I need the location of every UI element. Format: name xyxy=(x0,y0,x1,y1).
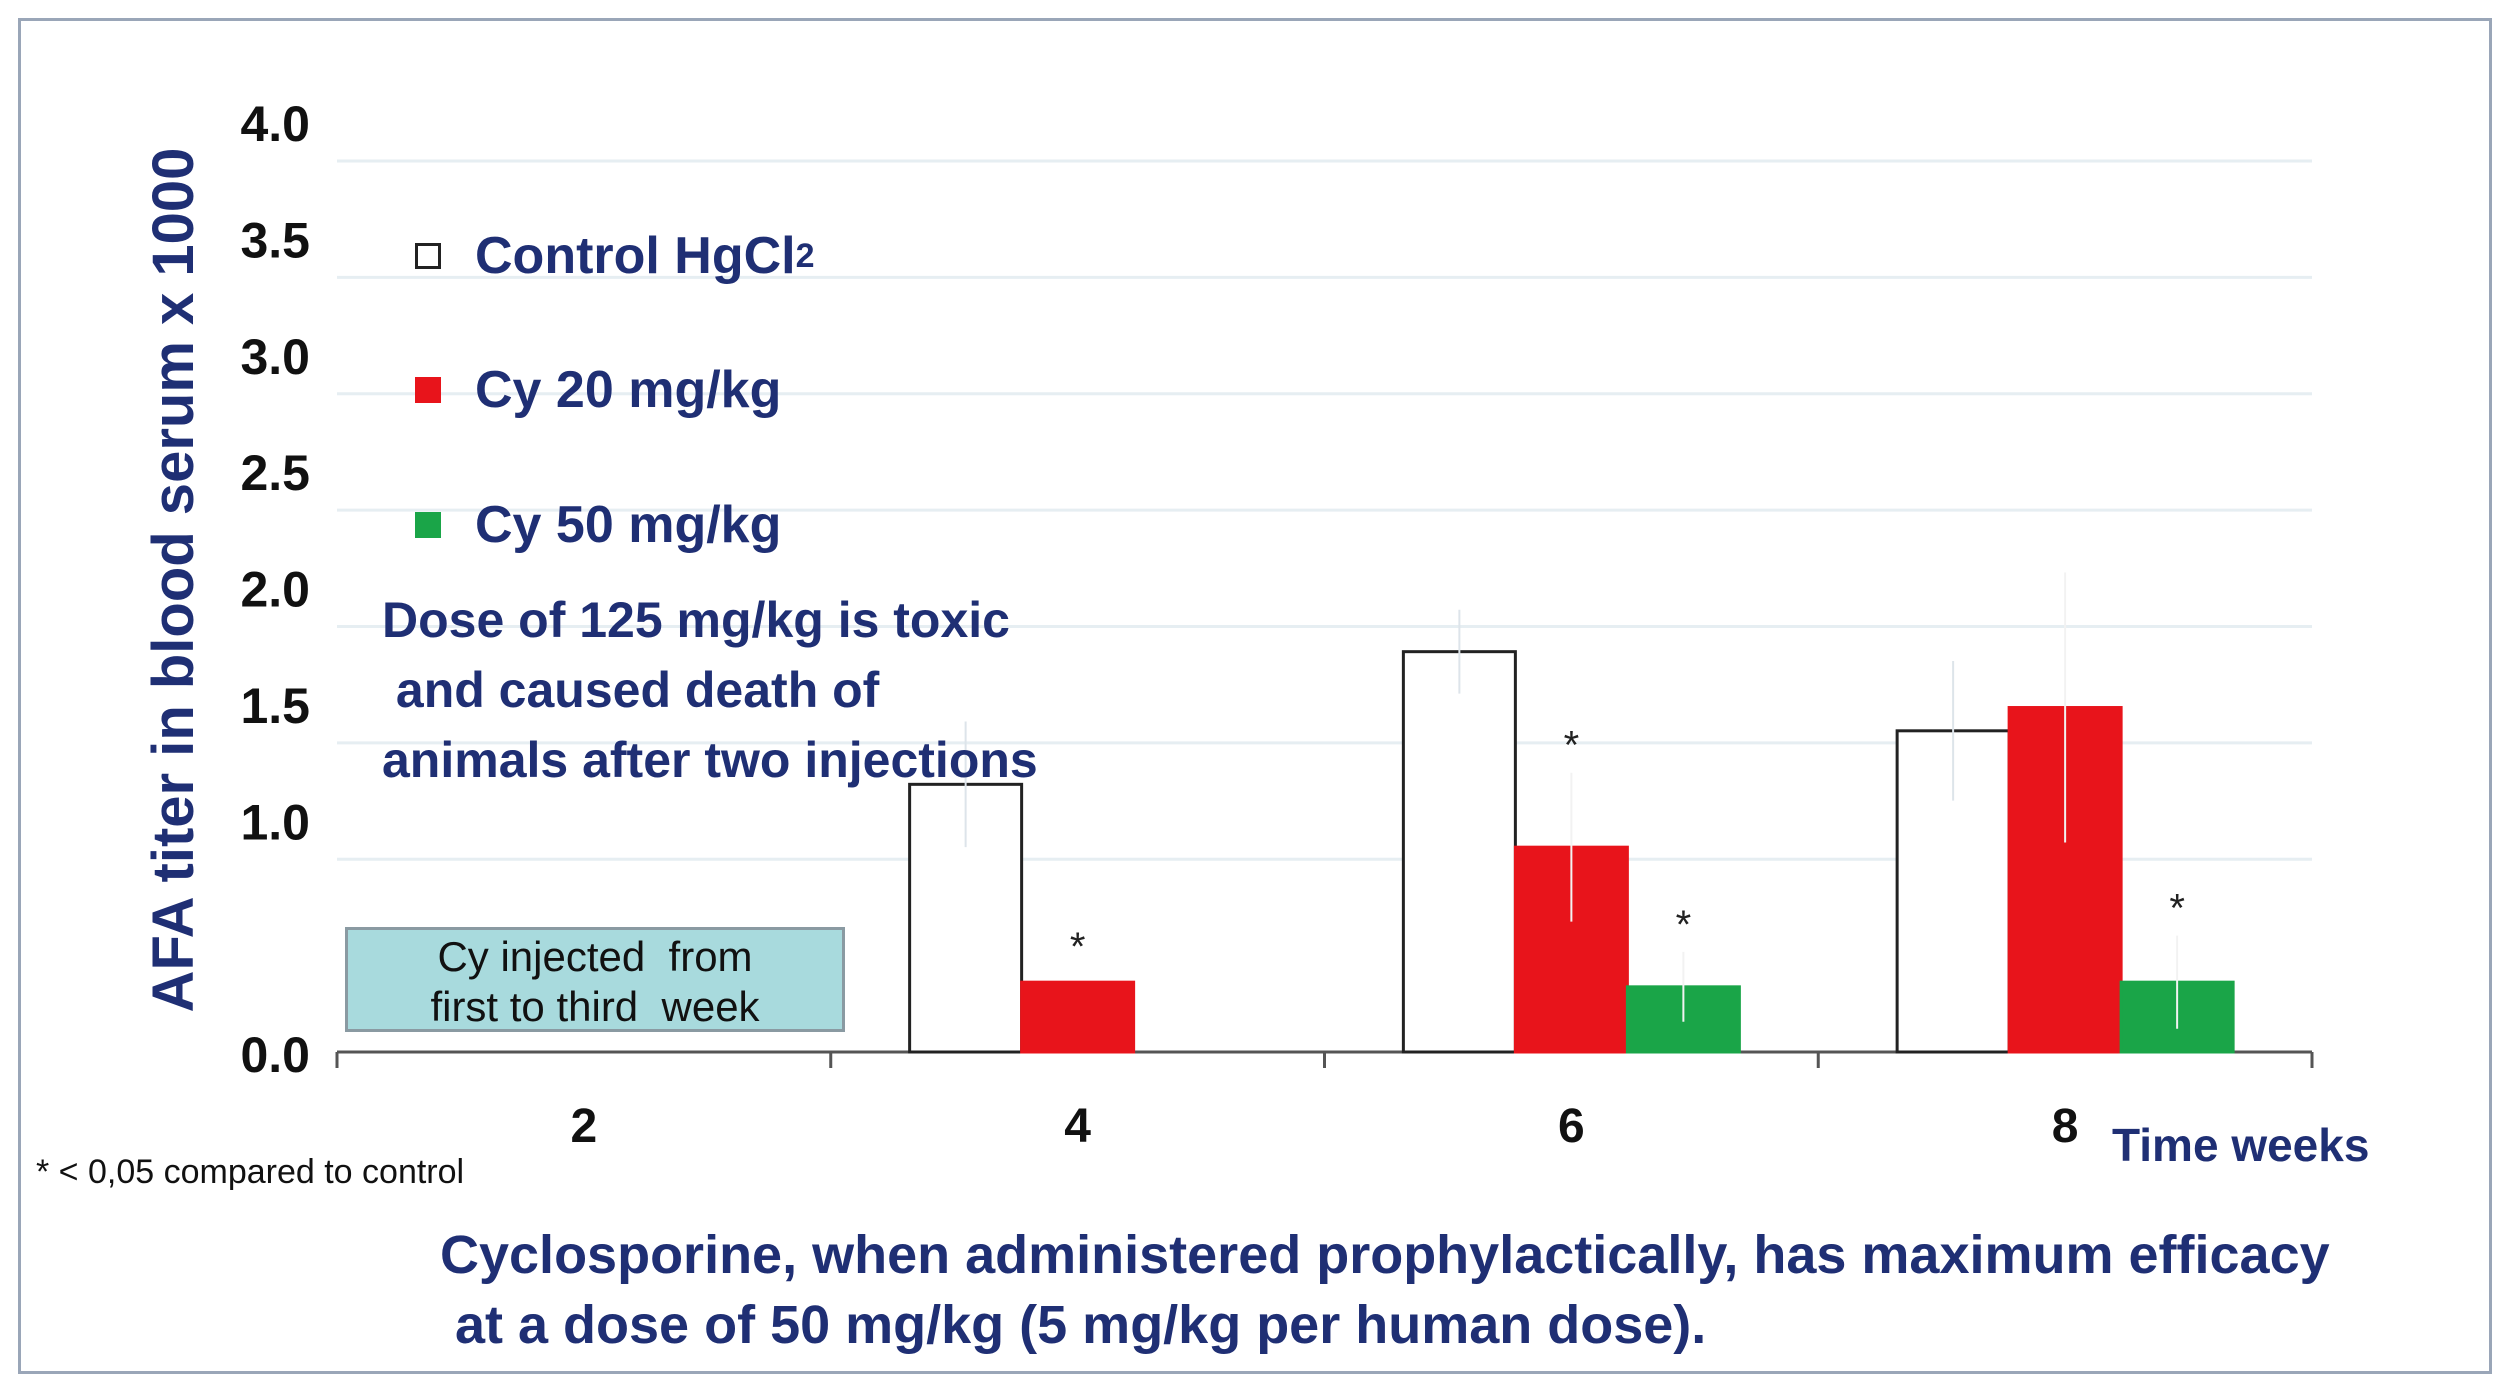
legend-label-control: Control HgCl xyxy=(475,227,796,285)
legend-item-cy20: Cy 20 mg/kg xyxy=(415,360,781,420)
x-tick-label: 2 xyxy=(571,1100,598,1153)
toxic-dose-note: Dose of 125 mg/kg is toxic and caused de… xyxy=(382,592,1038,788)
y-tick-label: 1.5 xyxy=(240,678,310,734)
legend-swatch-cy50 xyxy=(415,512,441,538)
y-axis-label-wrapper: AFA titer in blood serum x 1000 xyxy=(60,0,206,1013)
legend-swatch-cy20 xyxy=(415,377,441,403)
y-tick-label: 3.5 xyxy=(240,212,310,268)
y-tick-label: 3.0 xyxy=(240,329,310,385)
bar-1 xyxy=(1020,980,1136,1054)
x-axis-label: Time weeks xyxy=(2112,1119,2370,1171)
y-axis-label: AFA titer in blood serum x 1000 xyxy=(141,147,206,1013)
conclusion-text: Cyclosporine, when administered prophyla… xyxy=(440,1225,2330,1355)
legend-label-cy20: Cy 20 mg/kg xyxy=(475,361,782,419)
legend-label-control-sub: 2 xyxy=(795,236,815,275)
injection-period-box: Cy injected from first to third week xyxy=(345,927,845,1032)
bar-0 xyxy=(1401,650,1517,1054)
legend-item-cy50: Cy 50 mg/kg xyxy=(415,495,781,555)
x-tick-label: 4 xyxy=(1064,1100,1091,1153)
x-tick-label: 6 xyxy=(1558,1100,1585,1153)
significance-marker: * xyxy=(1070,925,1086,969)
significance-footnote: * < 0,05 compared to control xyxy=(36,1153,465,1191)
significance-marker: * xyxy=(2169,887,2185,931)
y-tick-label: 4.0 xyxy=(240,96,310,152)
y-tick-label: 1.0 xyxy=(240,794,310,850)
legend-label-cy50: Cy 50 mg/kg xyxy=(475,496,782,554)
significance-marker: * xyxy=(1676,903,1692,947)
y-tick-label: 0.0 xyxy=(240,1027,310,1083)
y-tick-label: 2.0 xyxy=(240,562,310,618)
legend-swatch-control xyxy=(415,243,441,269)
legend-item-control: Control HgCl 2 xyxy=(415,226,815,286)
significance-marker: * xyxy=(1564,724,1580,768)
x-tick-label: 8 xyxy=(2052,1100,2079,1153)
y-tick-label: 2.5 xyxy=(240,445,310,501)
